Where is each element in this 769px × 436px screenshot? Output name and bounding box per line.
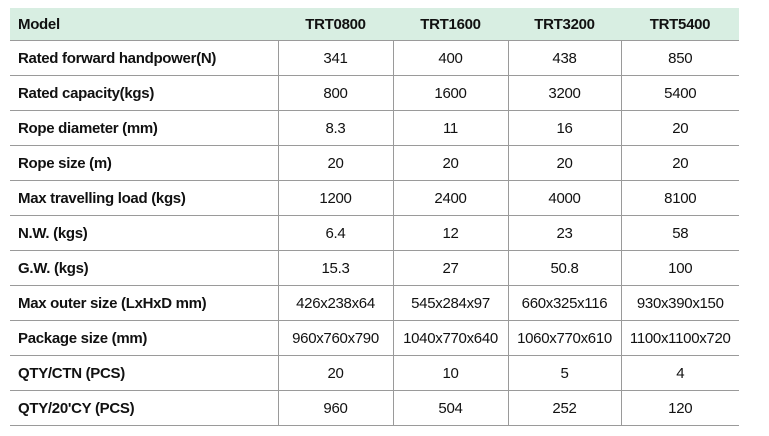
cell: 1100x1100x720 bbox=[620, 320, 739, 356]
row-label: Rope size (m) bbox=[10, 145, 278, 181]
cell: 252 bbox=[507, 390, 621, 426]
row-label: QTY/CTN (PCS) bbox=[10, 355, 278, 391]
cell: 12 bbox=[392, 215, 508, 251]
table-row: Package size (mm) 960x760x790 1040x770x640… bbox=[10, 320, 739, 356]
cell: 1040x770x640 bbox=[392, 320, 508, 356]
cell: 20 bbox=[507, 145, 621, 181]
cell: 8.3 bbox=[277, 110, 393, 146]
header-row: Model TRT0800 TRT1600 TRT3200 TRT5400 bbox=[10, 8, 739, 41]
cell: 15.3 bbox=[277, 250, 393, 286]
cell: 10 bbox=[392, 355, 508, 391]
cell: 100 bbox=[620, 250, 739, 286]
row-label: Rope diameter (mm) bbox=[10, 110, 278, 146]
cell: 438 bbox=[507, 40, 621, 76]
cell: 5400 bbox=[620, 75, 739, 111]
cell: 20 bbox=[620, 145, 739, 181]
spec-table: Model TRT0800 TRT1600 TRT3200 TRT5400 Rated f… bbox=[10, 8, 739, 426]
cell: 8100 bbox=[620, 180, 739, 216]
cell: 660x325x116 bbox=[507, 285, 621, 321]
table-row: N.W. (kgs) 6.4 12 23 58 bbox=[10, 215, 739, 251]
cell: 2400 bbox=[392, 180, 508, 216]
cell: 20 bbox=[277, 145, 393, 181]
row-label: Model bbox=[10, 8, 278, 41]
cell: 4000 bbox=[507, 180, 621, 216]
cell: 960 bbox=[277, 390, 393, 426]
cell: 400 bbox=[392, 40, 508, 76]
cell: 1600 bbox=[392, 75, 508, 111]
table-row: QTY/CTN (PCS) 20 10 5 4 bbox=[10, 355, 739, 391]
row-label: QTY/20'CY (PCS) bbox=[10, 390, 278, 426]
cell: 23 bbox=[507, 215, 621, 251]
table-row: Rated forward handpower(N) 341 400 438 850 bbox=[10, 40, 739, 76]
cell: 930x390x150 bbox=[620, 285, 739, 321]
cell: TRT3200 bbox=[508, 8, 621, 41]
cell: 3200 bbox=[507, 75, 621, 111]
cell: 1200 bbox=[277, 180, 393, 216]
cell: 850 bbox=[620, 40, 739, 76]
cell: 1060x770x610 bbox=[507, 320, 621, 356]
cell: TRT0800 bbox=[278, 8, 393, 41]
table-row: G.W. (kgs) 15.3 27 50.8 100 bbox=[10, 250, 739, 286]
row-label: Max outer size (LxHxD mm) bbox=[10, 285, 278, 321]
cell: 4 bbox=[620, 355, 739, 391]
cell: TRT1600 bbox=[393, 8, 508, 41]
row-label: Max travelling load (kgs) bbox=[10, 180, 278, 216]
cell: 545x284x97 bbox=[392, 285, 508, 321]
cell: 960x760x790 bbox=[277, 320, 393, 356]
table-row: Max outer size (LxHxD mm) 426x238x64 545x2… bbox=[10, 285, 739, 321]
cell: 50.8 bbox=[507, 250, 621, 286]
cell: 20 bbox=[392, 145, 508, 181]
cell: TRT5400 bbox=[621, 8, 739, 41]
row-label: N.W. (kgs) bbox=[10, 215, 278, 251]
cell: 426x238x64 bbox=[277, 285, 393, 321]
cell: 341 bbox=[277, 40, 393, 76]
row-label: Rated forward handpower(N) bbox=[10, 40, 278, 76]
cell: 5 bbox=[507, 355, 621, 391]
cell: 120 bbox=[620, 390, 739, 426]
table-row: Rope size (m) 20 20 20 20 bbox=[10, 145, 739, 181]
cell: 11 bbox=[392, 110, 508, 146]
table-row: Max travelling load (kgs) 1200 2400 4000 810… bbox=[10, 180, 739, 216]
row-label: Rated capacity(kgs) bbox=[10, 75, 278, 111]
cell: 20 bbox=[277, 355, 393, 391]
cell: 6.4 bbox=[277, 215, 393, 251]
table-row: QTY/20'CY (PCS) 960 504 252 120 bbox=[10, 390, 739, 426]
cell: 504 bbox=[392, 390, 508, 426]
row-label: G.W. (kgs) bbox=[10, 250, 278, 286]
cell: 20 bbox=[620, 110, 739, 146]
row-label: Package size (mm) bbox=[10, 320, 278, 356]
cell: 58 bbox=[620, 215, 739, 251]
cell: 800 bbox=[277, 75, 393, 111]
table-row: Rated capacity(kgs) 800 1600 3200 5400 bbox=[10, 75, 739, 111]
cell: 16 bbox=[507, 110, 621, 146]
cell: 27 bbox=[392, 250, 508, 286]
table-row: Rope diameter (mm) 8.3 11 16 20 bbox=[10, 110, 739, 146]
